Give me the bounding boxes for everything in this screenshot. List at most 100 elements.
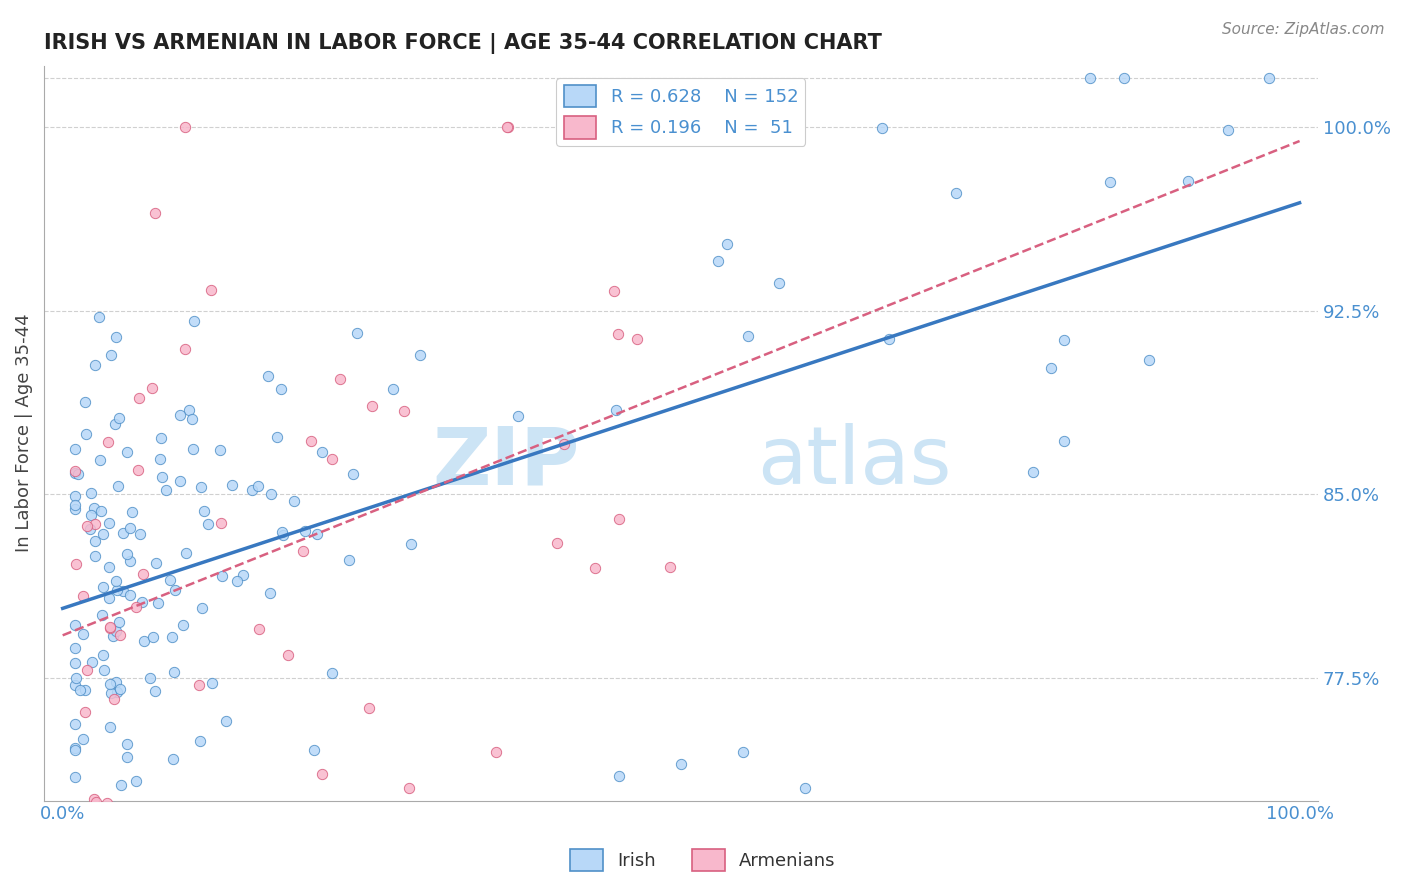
- Point: [583, 561, 606, 575]
- Point: [737, 328, 759, 343]
- Point: [98, 677, 121, 691]
- Point: [259, 585, 281, 599]
- Point: [69, 682, 91, 697]
- Point: [93, 663, 115, 677]
- Point: [105, 582, 128, 597]
- Point: [270, 382, 292, 396]
- Point: [63, 805, 86, 820]
- Point: [506, 409, 529, 423]
- Point: [163, 665, 186, 680]
- Point: [65, 557, 87, 571]
- Point: [132, 634, 155, 648]
- Point: [292, 544, 315, 558]
- Point: [63, 498, 86, 512]
- Point: [159, 573, 181, 587]
- Point: [63, 717, 86, 731]
- Point: [172, 618, 194, 632]
- Point: [83, 533, 105, 548]
- Text: Source: ZipAtlas.com: Source: ZipAtlas.com: [1222, 22, 1385, 37]
- Point: [100, 348, 122, 362]
- Point: [145, 683, 167, 698]
- Point: [321, 451, 343, 466]
- Point: [131, 805, 153, 820]
- Point: [75, 682, 97, 697]
- Point: [231, 805, 253, 820]
- Point: [294, 524, 316, 539]
- Point: [174, 120, 197, 134]
- Point: [190, 733, 212, 747]
- Point: [63, 678, 86, 692]
- Point: [104, 805, 127, 820]
- Point: [603, 284, 626, 298]
- Point: [63, 502, 86, 516]
- Point: [607, 769, 630, 783]
- Point: [63, 467, 86, 481]
- Point: [75, 395, 97, 409]
- Point: [321, 666, 343, 681]
- Point: [98, 721, 121, 735]
- Point: [91, 527, 114, 541]
- Point: [89, 453, 111, 467]
- Point: [86, 805, 108, 820]
- Point: [115, 445, 138, 459]
- Point: [768, 276, 790, 290]
- Legend: Irish, Armenians: Irish, Armenians: [564, 842, 842, 879]
- Point: [107, 615, 129, 629]
- Point: [115, 750, 138, 764]
- Point: [626, 333, 648, 347]
- Point: [75, 427, 97, 442]
- Point: [1078, 70, 1101, 85]
- Point: [101, 630, 124, 644]
- Point: [1177, 174, 1199, 188]
- Point: [110, 681, 132, 696]
- Point: [115, 547, 138, 561]
- Point: [346, 326, 368, 340]
- Point: [716, 236, 738, 251]
- Point: [211, 516, 233, 530]
- Point: [150, 431, 173, 445]
- Point: [339, 553, 361, 567]
- Point: [91, 580, 114, 594]
- Point: [143, 205, 166, 219]
- Point: [606, 326, 628, 341]
- Point: [83, 549, 105, 563]
- Point: [84, 517, 107, 532]
- Point: [1039, 361, 1062, 376]
- Point: [105, 675, 128, 690]
- Point: [193, 504, 215, 518]
- Point: [111, 583, 134, 598]
- Point: [1137, 352, 1160, 367]
- Point: [98, 620, 121, 634]
- Point: [260, 487, 283, 501]
- Point: [66, 805, 89, 820]
- Point: [90, 504, 112, 518]
- Point: [731, 745, 754, 759]
- Text: ZIP: ZIP: [432, 424, 579, 501]
- Point: [181, 442, 204, 456]
- Point: [108, 628, 131, 642]
- Point: [945, 186, 967, 200]
- Point: [221, 478, 243, 492]
- Point: [93, 648, 115, 662]
- Point: [174, 342, 197, 356]
- Point: [150, 470, 173, 484]
- Point: [240, 483, 263, 497]
- Point: [82, 655, 104, 669]
- Point: [409, 348, 432, 362]
- Y-axis label: In Labor Force | Age 35-44: In Labor Force | Age 35-44: [15, 314, 32, 552]
- Point: [305, 527, 328, 541]
- Point: [179, 403, 201, 417]
- Point: [139, 671, 162, 685]
- Point: [169, 408, 191, 422]
- Point: [96, 797, 118, 811]
- Point: [382, 383, 405, 397]
- Point: [283, 494, 305, 508]
- Point: [226, 574, 249, 589]
- Point: [176, 545, 198, 559]
- Point: [1053, 333, 1076, 347]
- Point: [98, 621, 121, 635]
- Point: [546, 536, 568, 550]
- Point: [72, 589, 94, 603]
- Point: [793, 781, 815, 796]
- Point: [357, 701, 380, 715]
